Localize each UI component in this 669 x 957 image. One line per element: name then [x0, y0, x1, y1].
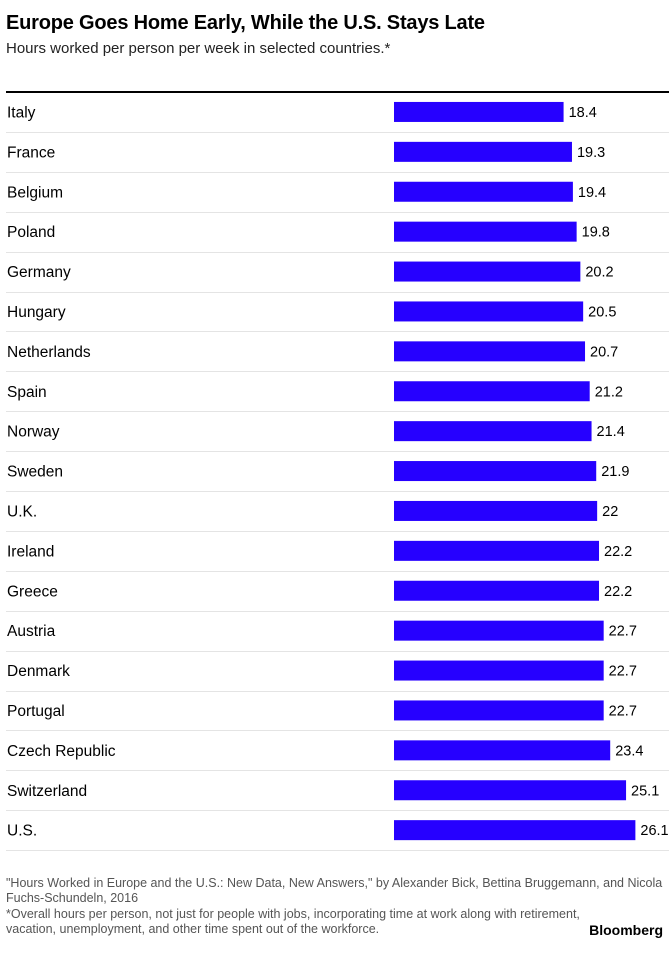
- category-label: Portugal: [7, 703, 65, 720]
- value-label: 22.2: [604, 584, 632, 600]
- bar: [394, 381, 590, 402]
- value-label: 19.8: [582, 225, 610, 241]
- bar: [394, 660, 604, 681]
- value-label: 22: [602, 504, 618, 520]
- value-label: 22.7: [609, 624, 637, 640]
- category-label: Ireland: [7, 543, 54, 560]
- value-label: 18.4: [569, 105, 597, 121]
- category-label: Spain: [7, 384, 47, 401]
- value-label: 20.2: [585, 265, 613, 281]
- category-label: U.S.: [7, 823, 37, 840]
- bar: [394, 221, 577, 242]
- bar: [394, 780, 627, 801]
- bar: [394, 341, 586, 362]
- bar: [394, 421, 592, 442]
- bar: [394, 101, 564, 122]
- category-label: Hungary: [7, 304, 66, 321]
- bar: [394, 261, 581, 282]
- value-label: 20.7: [590, 344, 618, 360]
- bloomberg-logo: Bloomberg: [589, 922, 663, 938]
- category-label: U.K.: [7, 503, 37, 520]
- bar: [394, 461, 597, 482]
- category-label: France: [7, 144, 55, 161]
- category-label: Switzerland: [7, 783, 87, 800]
- chart-title: Europe Goes Home Early, While the U.S. S…: [6, 12, 485, 34]
- source-note: "Hours Worked in Europe and the U.S.: Ne…: [6, 876, 663, 905]
- category-label: Austria: [7, 623, 56, 640]
- value-label: 22.2: [604, 544, 632, 560]
- value-label: 22.7: [609, 664, 637, 680]
- chart-subtitle: Hours worked per person per week in sele…: [6, 40, 391, 57]
- footnote: *Overall hours per person, not just for …: [6, 907, 580, 936]
- bar: [394, 141, 572, 162]
- category-label: Greece: [7, 583, 58, 600]
- value-label: 21.9: [601, 464, 629, 480]
- category-label: Denmark: [7, 663, 70, 680]
- bar: [394, 301, 584, 322]
- value-label: 23.4: [615, 743, 643, 759]
- category-label: Italy: [7, 104, 36, 121]
- value-label: 20.5: [588, 304, 616, 320]
- bar: [394, 740, 611, 761]
- top-rule: [6, 91, 669, 93]
- bar: [394, 181, 573, 202]
- category-label: Czech Republic: [7, 743, 116, 760]
- value-label: 26.1: [640, 823, 668, 839]
- category-label: Sweden: [7, 464, 63, 481]
- category-label: Germany: [7, 264, 71, 281]
- category-label: Belgium: [7, 184, 63, 201]
- bar: [394, 500, 598, 521]
- value-label: 21.4: [597, 424, 625, 440]
- value-label: 25.1: [631, 783, 659, 799]
- bar: [394, 580, 600, 601]
- category-label: Netherlands: [7, 344, 91, 361]
- bar: [394, 700, 604, 721]
- bar-chart: Italy 18.4 France 19.3 Belgium 19.4 Poland 19.8…: [6, 101, 669, 851]
- category-label: Norway: [7, 424, 60, 441]
- value-label: 22.7: [609, 703, 637, 719]
- bar: [394, 620, 604, 641]
- bar: [394, 540, 600, 561]
- value-label: 19.3: [577, 145, 605, 161]
- bar: [394, 820, 636, 841]
- category-label: Poland: [7, 224, 55, 241]
- value-label: 19.4: [578, 185, 606, 201]
- value-label: 21.2: [595, 384, 623, 400]
